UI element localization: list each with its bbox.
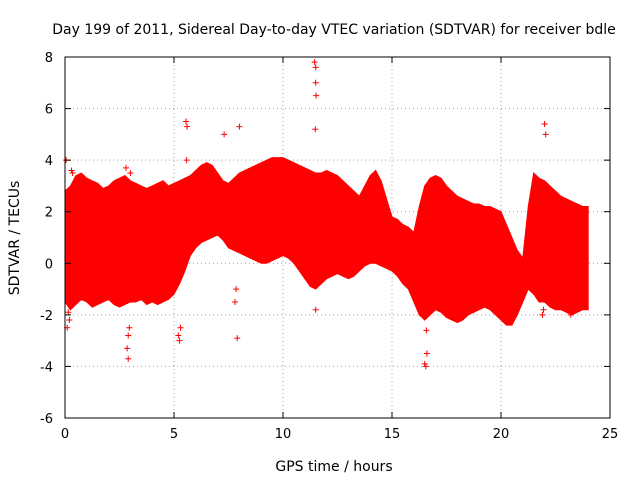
outlier-point bbox=[313, 92, 320, 99]
outlier-point bbox=[541, 121, 548, 128]
outlier-point bbox=[312, 64, 319, 71]
outlier-point bbox=[66, 317, 73, 324]
outlier-point bbox=[221, 131, 228, 138]
outlier-point bbox=[125, 355, 132, 362]
y-tick-label: 8 bbox=[45, 51, 53, 66]
plot-frame bbox=[64, 56, 611, 419]
outlier-point bbox=[421, 360, 428, 367]
y-tick-label: -4 bbox=[40, 360, 53, 375]
outlier-point bbox=[422, 363, 429, 370]
data-layer bbox=[64, 157, 589, 326]
outlier-point bbox=[567, 311, 574, 318]
y-axis-label: SDTVAR / TECUs bbox=[7, 181, 23, 296]
y-tick-label: 0 bbox=[45, 257, 53, 272]
outlier-point bbox=[312, 126, 319, 133]
outlier-point bbox=[236, 123, 243, 130]
x-axis-label: GPS time / hours bbox=[275, 459, 392, 475]
outlier-point bbox=[176, 337, 183, 344]
y-tick-label: 4 bbox=[45, 154, 53, 169]
outlier-point bbox=[233, 286, 240, 293]
y-tick-label: -6 bbox=[40, 412, 53, 427]
x-tick-label: 0 bbox=[61, 427, 69, 442]
x-tick-label: 15 bbox=[384, 427, 401, 442]
outlier-layer bbox=[63, 59, 574, 370]
outlier-point bbox=[423, 327, 430, 334]
x-tick-label: 5 bbox=[170, 427, 178, 442]
outlier-point bbox=[68, 167, 75, 174]
x-tick-label: 25 bbox=[602, 427, 619, 442]
x-tick-label: 20 bbox=[493, 427, 510, 442]
y-tick-label: 2 bbox=[45, 206, 53, 221]
outlier-point bbox=[182, 118, 189, 125]
outlier-point bbox=[124, 345, 131, 352]
outlier-point bbox=[234, 335, 241, 342]
outlier-point bbox=[232, 298, 239, 305]
sdtvar-data-band bbox=[64, 157, 589, 326]
outlier-point bbox=[312, 306, 319, 313]
outlier-point bbox=[539, 311, 546, 318]
outlier-point bbox=[177, 324, 184, 331]
outlier-point bbox=[175, 332, 182, 339]
outlier-point bbox=[542, 131, 549, 138]
outlier-point bbox=[123, 164, 130, 171]
outlier-point bbox=[127, 170, 134, 177]
outlier-point bbox=[540, 306, 547, 313]
outlier-point bbox=[311, 59, 318, 66]
y-tick-label: -2 bbox=[40, 309, 53, 324]
x-tick-label: 10 bbox=[275, 427, 292, 442]
outlier-point bbox=[69, 170, 76, 177]
outlier-point bbox=[65, 309, 72, 316]
y-tick-label: 6 bbox=[45, 103, 53, 118]
outlier-point bbox=[126, 324, 133, 331]
outlier-point bbox=[184, 123, 191, 130]
outlier-point bbox=[423, 350, 430, 357]
outlier-point bbox=[125, 332, 132, 339]
outlier-point bbox=[183, 157, 190, 164]
outlier-point bbox=[312, 79, 319, 86]
chart-title: Day 199 of 2011, Sidereal Day-to-day VTE… bbox=[52, 22, 616, 38]
